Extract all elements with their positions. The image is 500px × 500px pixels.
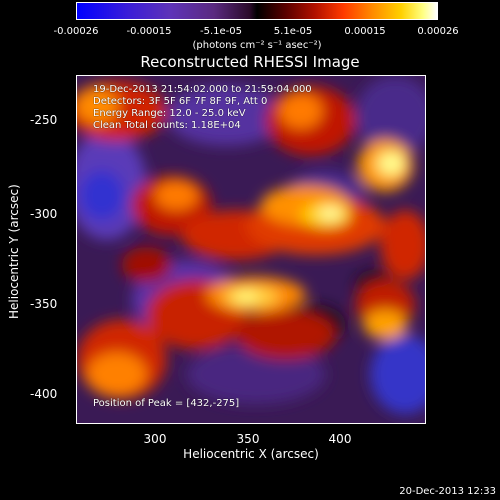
y-tick-label: -400 <box>30 387 58 401</box>
timestamp: 20-Dec-2013 12:33 <box>399 486 496 497</box>
energy-range-annotation: Energy Range: 12.0 - 25.0 keV <box>93 108 246 119</box>
colorbar-tick-label: 5.1e-05 <box>273 26 313 37</box>
colorbar-tick-label: -0.00026 <box>53 26 99 37</box>
x-tick-label: 300 <box>143 432 167 446</box>
y-tick-label: -300 <box>30 207 58 221</box>
colorbar-tick-label: -5.1e-05 <box>200 26 242 37</box>
x-axis-label: Heliocentric X (arcsec) <box>183 447 319 461</box>
colorbar <box>76 2 438 20</box>
counts-annotation: Clean Total counts: 1.18E+04 <box>93 120 241 131</box>
solar-image-plot: 19-Dec-2013 21:54:02.000 to 21:59:04.000… <box>76 75 426 424</box>
time-range-annotation: 19-Dec-2013 21:54:02.000 to 21:59:04.000 <box>93 84 312 95</box>
peak-position-annotation: Position of Peak = [432,-275] <box>93 398 240 409</box>
detectors-annotation: Detectors: 3F 5F 6F 7F 8F 9F, Att 0 <box>93 96 268 107</box>
colorbar-tick-label: 0.00015 <box>344 26 386 37</box>
colorbar-tick-label: 0.00026 <box>417 26 459 37</box>
plot-title: Reconstructed RHESSI Image <box>140 53 360 71</box>
colorbar-units: (photons cm⁻² s⁻¹ asec⁻²) <box>192 40 322 51</box>
rhessi-image-heatmap <box>77 76 425 423</box>
colorbar-tick-label: -0.00015 <box>126 26 172 37</box>
y-axis-label: Heliocentric Y (arcsec) <box>7 184 21 319</box>
x-tick-label: 350 <box>236 432 260 446</box>
y-tick-label: -250 <box>30 113 58 127</box>
x-tick-label: 400 <box>328 432 352 446</box>
y-tick-label: -350 <box>30 297 58 311</box>
